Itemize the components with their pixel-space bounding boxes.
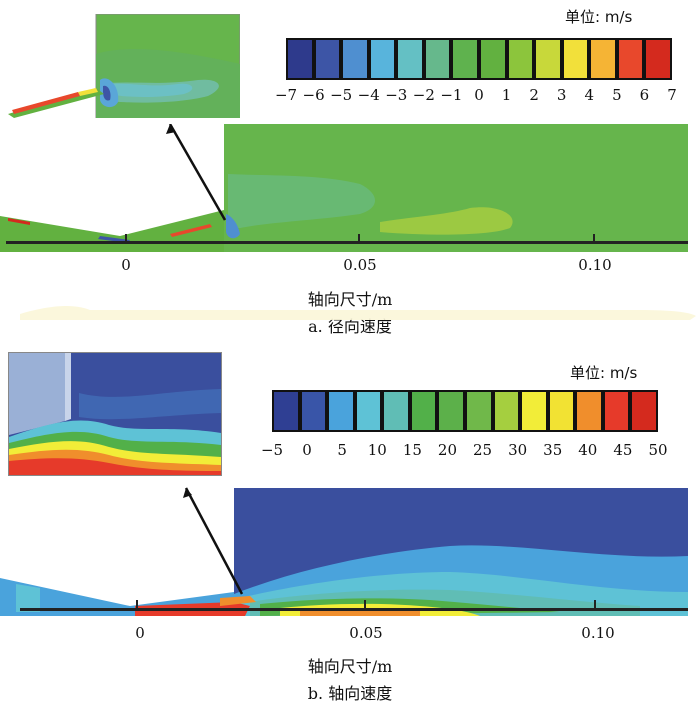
panel-a-colorbar-swatch bbox=[286, 38, 314, 80]
panel-b-colorbar-swatch bbox=[299, 390, 328, 432]
panel-a-colorbar-swatch bbox=[589, 38, 617, 80]
panel-b-colorbar-swatch bbox=[464, 390, 493, 432]
panel-b-colorbar-tick-label: 5 bbox=[337, 441, 347, 459]
panel-a-colorbar-swatch bbox=[534, 38, 562, 80]
panel-b-x-axis bbox=[20, 608, 688, 611]
panel-a-colorbar bbox=[286, 38, 672, 80]
panel-a-x-tick-label: 0 bbox=[121, 256, 131, 274]
panel-b-x-axis-label: 轴向尺寸/m bbox=[307, 657, 393, 676]
panel-b-colorbar-tick-label: −5 bbox=[260, 441, 284, 459]
panel-a-colorbar-swatch bbox=[561, 38, 590, 80]
panel-b-colorbar-swatch bbox=[492, 390, 521, 432]
panel-b-colorbar-swatch bbox=[547, 390, 576, 432]
panel-a-colorbar-tick-label: −3 bbox=[385, 86, 408, 104]
panel-b-colorbar-ticks: −5 0 5 10 15 20 25 30 35 40 45 50 bbox=[261, 441, 668, 461]
panel-a-colorbar-tick-label: −6 bbox=[302, 86, 325, 104]
panel-a-zoom-inset bbox=[8, 14, 240, 118]
panel-a-colorbar-swatch bbox=[396, 38, 424, 80]
panel-b-colorbar-tick-label: 40 bbox=[578, 441, 598, 459]
panel-b-colorbar-tick-label: 35 bbox=[543, 441, 563, 459]
panel-a-colorbar-tick-label: 0 bbox=[474, 86, 484, 104]
panel-a-unit-label: 单位: m/s bbox=[565, 8, 633, 26]
panel-a-x-tick-label: 0.05 bbox=[343, 256, 377, 274]
panel-b-colorbar-tick-label: 50 bbox=[648, 441, 668, 459]
panel-b-zoom-inset bbox=[8, 352, 222, 476]
panel-b-colorbar-swatch bbox=[272, 390, 300, 432]
panel-a-colorbar-tick-label: −5 bbox=[330, 86, 353, 104]
panel-b-x-tick-label: 0 bbox=[135, 624, 145, 642]
panel-a-contour-field bbox=[0, 124, 688, 252]
panel-b-colorbar-swatch bbox=[382, 390, 410, 432]
panel-b-colorbar bbox=[272, 390, 658, 432]
panel-b-unit-label: 单位: m/s bbox=[570, 364, 638, 382]
panel-b-tick-mark bbox=[594, 600, 596, 610]
panel-b-colorbar-swatch bbox=[354, 390, 383, 432]
panel-a-colorbar-swatch bbox=[506, 38, 535, 80]
panel-a-colorbar-tick-label: 6 bbox=[639, 86, 650, 104]
panel-b-colorbar-swatch bbox=[327, 390, 355, 432]
panel-b-colorbar-tick-label: 30 bbox=[508, 441, 528, 459]
panel-a-colorbar-tick-label: −4 bbox=[357, 86, 380, 104]
panel-a-colorbar-tick-label: 3 bbox=[556, 86, 567, 104]
panel-a-colorbar-tick-label: 2 bbox=[529, 86, 539, 104]
panel-b-tick-mark bbox=[364, 600, 366, 610]
panel-a-colorbar-swatch bbox=[341, 38, 369, 80]
panel-a-colorbar-swatch bbox=[644, 38, 672, 80]
panel-b-caption: b. 轴向速度 bbox=[307, 684, 393, 703]
panel-b-x-tick-label: 0.10 bbox=[581, 624, 615, 642]
panel-b-tick-mark bbox=[136, 600, 138, 610]
panel-b-colorbar-tick-label: 45 bbox=[613, 441, 633, 459]
panel-a-colorbar-tick-label: 7 bbox=[667, 86, 677, 104]
panel-b-colorbar-tick-label: 20 bbox=[437, 441, 457, 459]
panel-b-colorbar-swatch bbox=[630, 390, 658, 432]
panel-a-colorbar-tick-label: 1 bbox=[501, 86, 512, 104]
panel-a-colorbar-swatch bbox=[368, 38, 397, 80]
panel-a-colorbar-tick-label: 5 bbox=[612, 86, 622, 104]
panel-b-colorbar-tick-label: 25 bbox=[472, 441, 493, 459]
panel-a-tick-mark bbox=[125, 234, 127, 244]
panel-a-colorbar-ticks: −7 −6 −5 −4 −3 −2 −1 0 1 2 3 4 5 6 7 bbox=[275, 86, 677, 106]
panel-b-colorbar-swatch bbox=[520, 390, 548, 432]
panel-b-colorbar-swatch bbox=[437, 390, 465, 432]
panel-a-caption: a. 径向速度 bbox=[308, 317, 392, 336]
panel-a-colorbar-swatch bbox=[616, 38, 645, 80]
panel-b-contour-field bbox=[0, 480, 688, 616]
panel-a-colorbar-swatch bbox=[313, 38, 342, 80]
panel-a-tick-mark bbox=[358, 234, 360, 244]
panel-a-colorbar-tick-label: −2 bbox=[412, 86, 435, 104]
panel-a-colorbar-swatch bbox=[451, 38, 479, 80]
panel-a-colorbar-tick-label: −7 bbox=[274, 86, 298, 104]
panel-a-colorbar-swatch bbox=[423, 38, 452, 80]
panel-b-colorbar-swatch bbox=[602, 390, 631, 432]
panel-b-x-tick-label: 0.05 bbox=[349, 624, 383, 642]
panel-a-colorbar-tick-label: 4 bbox=[584, 86, 595, 104]
panel-a-x-axis-label: 轴向尺寸/m bbox=[307, 290, 393, 309]
panel-b-colorbar-swatch bbox=[409, 390, 438, 432]
panel-b-colorbar-swatch bbox=[575, 390, 603, 432]
panel-b-colorbar-tick-label: 0 bbox=[302, 441, 312, 459]
panel-separator bbox=[0, 300, 700, 324]
panel-a-x-axis bbox=[6, 241, 688, 244]
panel-a-colorbar-swatch bbox=[478, 38, 507, 80]
panel-b-colorbar-tick-label: 15 bbox=[402, 441, 422, 459]
panel-a-x-tick-label: 0.10 bbox=[578, 256, 612, 274]
panel-b-colorbar-tick-label: 10 bbox=[367, 441, 387, 459]
panel-a-colorbar-tick-label: −1 bbox=[440, 86, 463, 104]
panel-a-tick-mark bbox=[593, 234, 595, 244]
